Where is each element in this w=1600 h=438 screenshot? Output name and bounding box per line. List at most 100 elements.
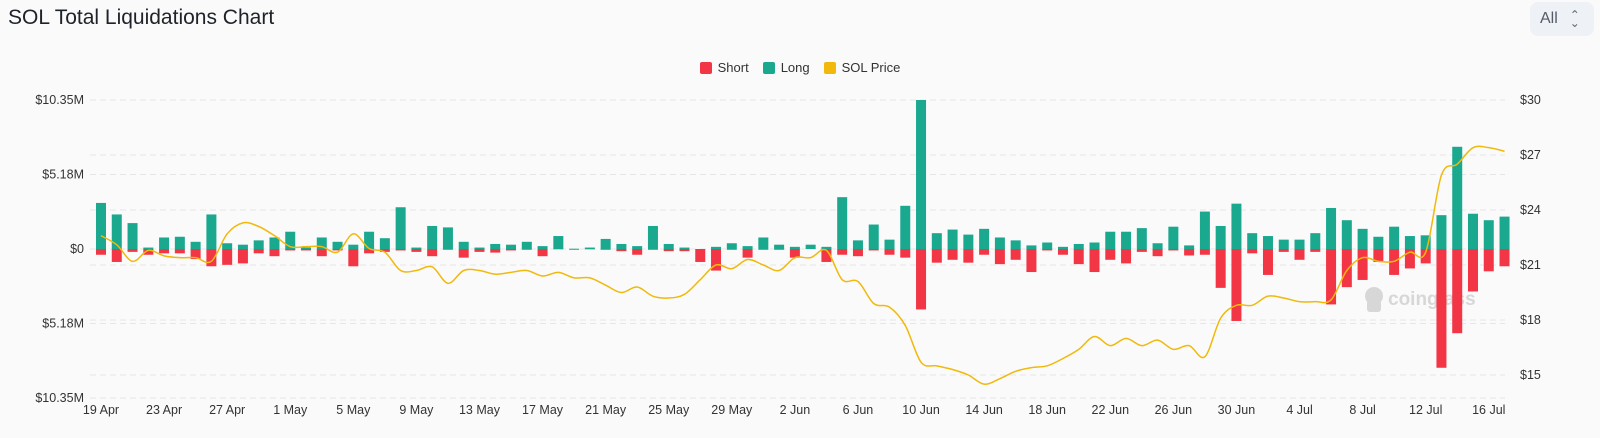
bar-short xyxy=(1184,249,1195,256)
left-tick-label: $5.18M xyxy=(42,168,84,182)
bar-long xyxy=(632,246,643,249)
bar-long xyxy=(1247,233,1258,249)
bar-short xyxy=(1231,249,1242,321)
bar-short xyxy=(1089,249,1100,273)
bar-long xyxy=(774,244,785,249)
bar-short xyxy=(1373,249,1384,262)
bar-short xyxy=(490,249,501,253)
bar-short xyxy=(190,249,201,260)
svg-text:coinglass: coinglass xyxy=(1388,289,1476,310)
right-tick-label: $30 xyxy=(1520,93,1541,107)
bar-short xyxy=(789,249,800,258)
left-axis: $10.35M $5.18M $0 $5.18M $10.35M xyxy=(35,93,84,405)
bar-long xyxy=(427,225,438,249)
bar-long xyxy=(143,247,154,249)
bar-short xyxy=(1357,249,1368,280)
bar-long xyxy=(994,237,1005,249)
legend-label-short: Short xyxy=(717,60,749,75)
x-tick-label: 23 Apr xyxy=(146,403,182,417)
bar-long xyxy=(647,225,658,249)
bar-short xyxy=(474,249,485,252)
bar-short xyxy=(774,249,785,250)
bar-long xyxy=(1467,213,1478,249)
bar-short xyxy=(1168,249,1179,251)
x-tick-label: 30 Jun xyxy=(1218,403,1256,417)
bar-long xyxy=(490,243,501,249)
bar-long xyxy=(1420,235,1431,249)
bar-short xyxy=(1247,249,1258,254)
legend-item-long[interactable]: Long xyxy=(762,60,810,75)
left-tick-label: $10.35M xyxy=(35,93,84,107)
x-tick-label: 17 May xyxy=(522,403,564,417)
legend-item-short[interactable]: Short xyxy=(699,60,749,75)
bar-long xyxy=(1436,215,1447,249)
bar-short xyxy=(979,249,990,255)
bar-short xyxy=(395,249,406,251)
bar-short xyxy=(1010,249,1021,260)
bar-long xyxy=(1057,246,1068,249)
bar-long xyxy=(253,240,264,249)
x-tick-label: 9 May xyxy=(399,403,434,417)
bar-long xyxy=(979,228,990,249)
bar-long xyxy=(96,202,106,249)
bar-short xyxy=(1057,249,1068,255)
x-axis: 19 Apr 23 Apr 27 Apr 1 May 5 May 9 May 13 May 1… xyxy=(83,403,1506,417)
bar-short xyxy=(159,249,170,254)
bar-long xyxy=(206,214,217,249)
bar-long xyxy=(868,224,879,249)
bar-long xyxy=(190,241,201,249)
bar-long xyxy=(1199,211,1210,249)
bar-long xyxy=(1357,228,1368,249)
bar-short xyxy=(931,249,942,263)
legend-item-price[interactable]: SOL Price xyxy=(823,60,901,75)
x-tick-label: 19 Apr xyxy=(83,403,119,417)
bar-long xyxy=(458,241,469,249)
x-tick-label: 5 May xyxy=(336,403,371,417)
bar-short xyxy=(1341,249,1352,288)
x-tick-label: 21 May xyxy=(585,403,627,417)
right-tick-label: $15 xyxy=(1520,368,1541,382)
bar-long xyxy=(663,243,674,249)
bar-short xyxy=(1152,249,1163,257)
bar-long xyxy=(1136,228,1147,249)
legend-label-price: SOL Price xyxy=(841,60,901,75)
bar-long xyxy=(127,223,138,249)
bar-short xyxy=(994,249,1005,265)
x-tick-label: 29 May xyxy=(711,403,753,417)
bar-short xyxy=(253,249,264,254)
bar-long xyxy=(1310,233,1321,249)
bar-short xyxy=(569,249,580,250)
bar-long xyxy=(159,237,170,249)
x-tick-label: 1 May xyxy=(273,403,308,417)
bar-short xyxy=(1326,249,1337,305)
bar-short xyxy=(1278,249,1289,252)
bar-short xyxy=(884,249,895,255)
bar-long xyxy=(837,197,848,249)
bar-short xyxy=(1136,249,1147,252)
bar-short xyxy=(616,249,627,252)
bar-long xyxy=(916,100,927,249)
legend-swatch-price xyxy=(823,61,836,74)
bar-long xyxy=(521,241,532,249)
x-tick-label: 25 May xyxy=(648,403,690,417)
bar-long xyxy=(616,243,627,249)
bars xyxy=(96,100,1510,368)
range-select[interactable]: All ⌃ ⌄ xyxy=(1530,2,1594,36)
bar-short xyxy=(301,249,312,251)
x-tick-label: 2 Jun xyxy=(780,403,811,417)
bar-long xyxy=(852,240,863,249)
bar-long xyxy=(1452,146,1463,249)
bar-short xyxy=(442,249,453,250)
bar-long xyxy=(1105,231,1116,249)
bar-short xyxy=(521,249,532,250)
bar-long xyxy=(395,207,406,249)
bar-short xyxy=(837,249,848,255)
bar-short xyxy=(726,249,737,250)
bar-long xyxy=(332,241,343,249)
x-tick-label: 13 May xyxy=(459,403,501,417)
bar-short xyxy=(647,249,658,250)
bar-short xyxy=(1199,249,1210,255)
bar-short xyxy=(900,249,911,258)
bar-long xyxy=(1073,243,1084,249)
bar-short xyxy=(711,249,722,271)
